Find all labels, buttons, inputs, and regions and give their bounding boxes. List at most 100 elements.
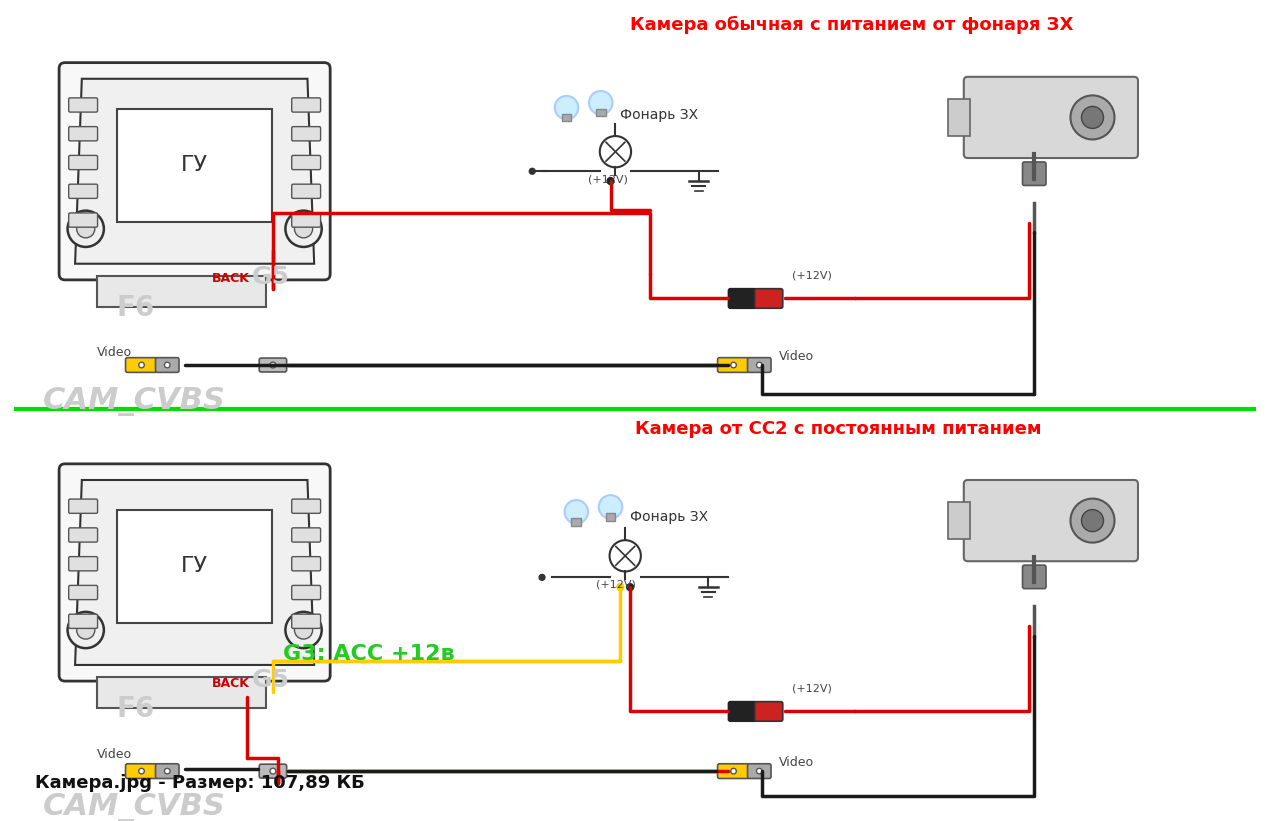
Text: G3: АСС +12в: G3: АСС +12в: [283, 644, 455, 663]
FancyBboxPatch shape: [292, 585, 320, 599]
Text: (+12V): (+12V): [596, 579, 636, 589]
Circle shape: [607, 177, 613, 185]
Circle shape: [1071, 498, 1115, 543]
FancyBboxPatch shape: [292, 213, 320, 227]
Text: (+12V): (+12V): [588, 175, 627, 185]
Bar: [98, 276, 265, 307]
FancyBboxPatch shape: [69, 528, 98, 542]
Circle shape: [76, 220, 95, 238]
FancyBboxPatch shape: [754, 289, 782, 308]
Circle shape: [67, 211, 104, 247]
Text: BACK: BACK: [212, 677, 250, 690]
Circle shape: [599, 136, 631, 167]
Text: Video: Video: [97, 749, 132, 761]
FancyBboxPatch shape: [69, 213, 98, 227]
Text: CAM_CVBS: CAM_CVBS: [43, 793, 226, 821]
Circle shape: [555, 96, 578, 119]
Text: BACK: BACK: [212, 273, 250, 286]
Bar: [98, 677, 265, 708]
Polygon shape: [75, 79, 314, 264]
Circle shape: [626, 584, 634, 590]
FancyBboxPatch shape: [729, 702, 757, 721]
FancyBboxPatch shape: [69, 126, 98, 141]
Circle shape: [610, 540, 641, 571]
Circle shape: [286, 211, 321, 247]
FancyBboxPatch shape: [69, 614, 98, 628]
Text: F6: F6: [117, 695, 155, 723]
Circle shape: [530, 168, 535, 174]
FancyBboxPatch shape: [126, 764, 157, 778]
Circle shape: [286, 612, 321, 648]
Text: Video: Video: [779, 350, 814, 363]
FancyBboxPatch shape: [1022, 162, 1046, 186]
FancyBboxPatch shape: [292, 499, 320, 513]
Circle shape: [730, 768, 737, 774]
FancyBboxPatch shape: [60, 464, 330, 681]
FancyBboxPatch shape: [718, 764, 749, 778]
FancyBboxPatch shape: [748, 358, 771, 373]
Text: Камера обычная с питанием от фонаря ЗХ: Камера обычная с питанием от фонаря ЗХ: [630, 16, 1073, 34]
Bar: [949, 99, 970, 135]
FancyBboxPatch shape: [69, 184, 98, 199]
Circle shape: [617, 584, 624, 590]
Text: Фонарь ЗХ: Фонарь ЗХ: [630, 510, 709, 524]
Text: (+12V): (+12V): [791, 684, 832, 694]
Text: G5: G5: [251, 265, 290, 289]
FancyBboxPatch shape: [292, 184, 320, 199]
FancyBboxPatch shape: [155, 358, 179, 373]
Bar: [561, 113, 572, 122]
Circle shape: [757, 768, 762, 774]
Circle shape: [76, 621, 95, 639]
FancyBboxPatch shape: [718, 358, 749, 373]
FancyBboxPatch shape: [69, 585, 98, 599]
FancyBboxPatch shape: [69, 98, 98, 112]
FancyBboxPatch shape: [126, 358, 157, 373]
FancyBboxPatch shape: [259, 764, 287, 778]
Bar: [949, 502, 970, 539]
Circle shape: [1082, 510, 1104, 532]
FancyBboxPatch shape: [60, 62, 330, 280]
Circle shape: [565, 500, 588, 524]
Circle shape: [295, 621, 312, 639]
Circle shape: [589, 91, 612, 114]
Circle shape: [538, 575, 545, 580]
Bar: [596, 108, 606, 117]
Bar: [117, 108, 273, 222]
FancyBboxPatch shape: [729, 289, 757, 308]
Circle shape: [598, 495, 622, 519]
Circle shape: [1082, 107, 1104, 128]
Text: Камера.jpg - Размер: 107,89 КБ: Камера.jpg - Размер: 107,89 КБ: [36, 774, 364, 792]
FancyBboxPatch shape: [259, 358, 287, 372]
FancyBboxPatch shape: [69, 499, 98, 513]
FancyBboxPatch shape: [292, 614, 320, 628]
Circle shape: [138, 768, 145, 774]
FancyBboxPatch shape: [69, 155, 98, 170]
Bar: [606, 513, 616, 521]
Text: CAM_CVBS: CAM_CVBS: [43, 387, 226, 415]
Text: G5: G5: [251, 668, 290, 692]
Circle shape: [271, 362, 276, 368]
FancyBboxPatch shape: [964, 480, 1138, 562]
FancyBboxPatch shape: [292, 98, 320, 112]
Circle shape: [1071, 95, 1115, 140]
Text: Video: Video: [97, 346, 132, 359]
Text: Камера от СС2 с постоянным питанием: Камера от СС2 с постоянным питанием: [635, 420, 1041, 438]
Circle shape: [730, 362, 737, 368]
FancyBboxPatch shape: [754, 702, 782, 721]
FancyBboxPatch shape: [292, 155, 320, 170]
Circle shape: [138, 362, 145, 368]
FancyBboxPatch shape: [292, 126, 320, 141]
Circle shape: [295, 220, 312, 238]
FancyBboxPatch shape: [1022, 565, 1046, 589]
Circle shape: [67, 612, 104, 648]
FancyBboxPatch shape: [155, 764, 179, 778]
Polygon shape: [75, 480, 314, 665]
FancyBboxPatch shape: [292, 557, 320, 571]
Text: Фонарь ЗХ: Фонарь ЗХ: [620, 108, 698, 122]
Bar: [117, 510, 273, 623]
Circle shape: [164, 768, 170, 774]
Text: ГУ: ГУ: [182, 155, 208, 175]
FancyBboxPatch shape: [292, 528, 320, 542]
Circle shape: [757, 362, 762, 368]
Text: ГУ: ГУ: [182, 557, 208, 576]
